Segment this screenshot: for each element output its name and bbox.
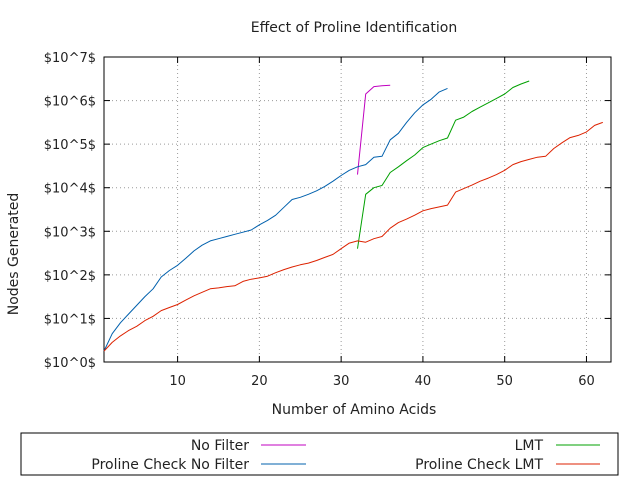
series-lines — [103, 80, 603, 352]
y-tick-label: $10^4$ — [44, 182, 96, 197]
series-line-lmt — [357, 80, 530, 249]
y-tick-label: $10^2$ — [44, 269, 96, 284]
y-tick-label: $10^0$ — [44, 356, 96, 371]
axis-ticks: 10 20 30 40 50 60 $10^0$ $10^1$ $10^2$ $10^3$ $10^… — [44, 51, 611, 389]
x-tick-label: 50 — [496, 374, 513, 389]
legend-label: Proline Check LMT — [415, 457, 543, 473]
legend-item: Proline Check LMT — [415, 457, 600, 473]
chart-title: Effect of Proline Identification — [251, 20, 457, 36]
grid-lines — [104, 57, 611, 362]
x-tick-label: 20 — [251, 374, 268, 389]
x-tick-label: 10 — [169, 374, 186, 389]
y-tick-label: $10^6$ — [44, 95, 96, 110]
x-axis-label: Number of Amino Acids — [272, 402, 437, 418]
series-line-no-filter — [357, 84, 391, 175]
legend-item: Proline Check No Filter — [91, 457, 306, 473]
legend-box — [20, 432, 619, 476]
y-tick-label: $10^5$ — [44, 138, 96, 153]
legend-label: Proline Check No Filter — [91, 457, 249, 473]
x-tick-label: 40 — [415, 374, 432, 389]
y-axis-label: Nodes Generated — [6, 193, 22, 316]
y-tick-label: $10^1$ — [44, 312, 96, 327]
legend: No Filter Proline Check No Filter LMT Proli… — [20, 432, 619, 476]
legend-item: LMT — [515, 438, 600, 454]
x-tick-label: 30 — [333, 374, 350, 389]
legend-label: No Filter — [191, 438, 249, 454]
y-tick-label: $10^7$ — [44, 51, 96, 66]
series-line-proline-check-no-filter — [103, 87, 448, 352]
legend-label: LMT — [515, 438, 544, 454]
y-tick-label: $10^3$ — [44, 225, 96, 240]
plot-frame — [103, 56, 612, 363]
series-line-proline-check-lmt — [103, 121, 603, 352]
x-tick-label: 60 — [578, 374, 595, 389]
legend-item: No Filter — [191, 438, 306, 454]
